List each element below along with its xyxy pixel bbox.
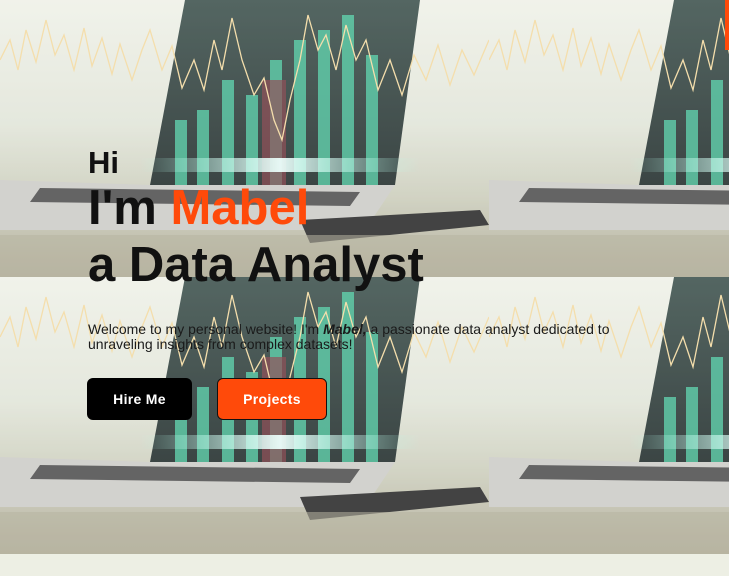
greeting: Hi: [88, 145, 119, 180]
laptop-chart-illustration: [489, 277, 729, 554]
laptop-chart-illustration: [0, 0, 489, 277]
hero-section: Hi I'm Mabel a Data Analyst: [88, 146, 688, 294]
background-tile: [489, 277, 729, 554]
intro-text: Welcome to my personal website! I'm Mabe…: [88, 322, 648, 352]
intro-after: a passionate data analyst dedicated to u…: [88, 321, 610, 352]
intro-name: Mabel,: [323, 321, 367, 337]
hero-role: a Data Analyst: [88, 238, 424, 292]
background-tile: [0, 0, 489, 277]
intro-before: Welcome to my personal website! I'm: [88, 321, 324, 337]
iam-prefix: I'm: [88, 181, 171, 235]
scroll-accent: [725, 0, 729, 50]
projects-button[interactable]: Projects: [217, 378, 327, 420]
hero-name-line: I'm Mabel: [88, 180, 688, 236]
hero-name: Mabel: [170, 181, 310, 235]
background-tile: [489, 0, 729, 277]
hire-me-button[interactable]: Hire Me: [87, 378, 192, 420]
laptop-chart-illustration: [489, 0, 729, 277]
